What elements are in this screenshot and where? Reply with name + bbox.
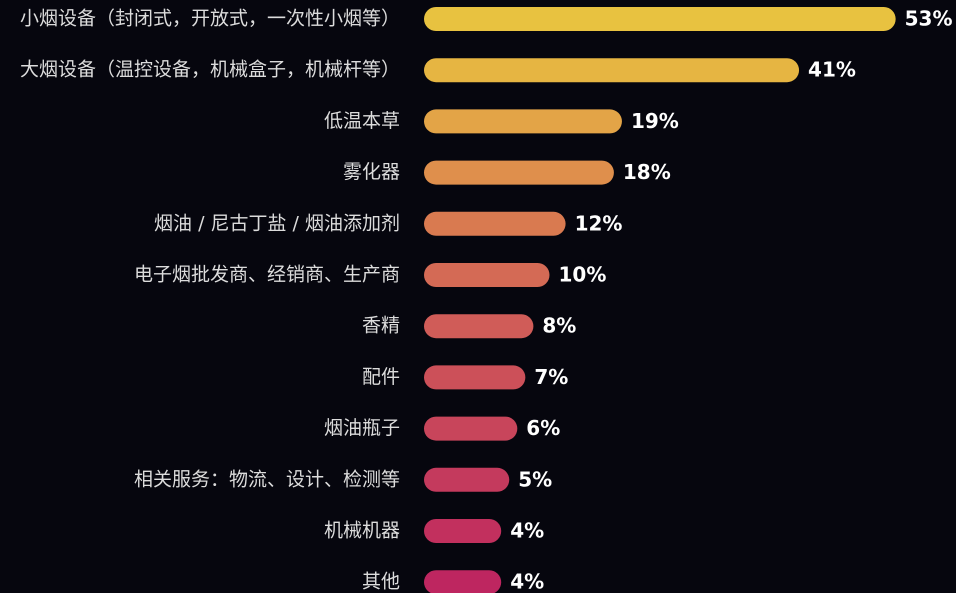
value-label: 53% [905, 7, 953, 31]
bar [424, 467, 510, 492]
value-label: 4% [510, 570, 544, 593]
category-label: 机械机器 [324, 520, 400, 542]
category-label: 雾化器 [343, 161, 400, 183]
bar [424, 263, 550, 287]
value-label: 7% [534, 365, 568, 389]
bar [424, 58, 800, 83]
category-label: 配件 [362, 366, 400, 388]
category-label: 烟油瓶子 [324, 417, 400, 439]
value-label: 10% [559, 263, 607, 287]
bar [424, 7, 896, 31]
bar [424, 570, 502, 593]
category-label: 大烟设备（温控设备，机械盒子，机械杆等） [20, 59, 400, 81]
category-label: 低温本草 [324, 110, 400, 132]
category-label: 小烟设备（封闭式，开放式，一次性小烟等） [20, 8, 400, 30]
value-label: 8% [542, 314, 576, 338]
category-label: 其他 [362, 571, 400, 593]
value-label: 5% [518, 467, 552, 491]
value-label: 19% [631, 109, 679, 133]
bar [424, 365, 526, 390]
value-label: 18% [623, 160, 671, 184]
bar [424, 211, 566, 236]
value-label: 12% [575, 211, 623, 235]
category-label: 烟油 / 尼古丁盐 / 烟油添加剂 [154, 212, 400, 234]
bar [424, 416, 518, 441]
category-label: 香精 [362, 315, 400, 337]
category-label: 相关服务：物流、设计、检测等 [134, 468, 400, 490]
bar [424, 519, 502, 543]
bar [424, 109, 622, 134]
category-label: 电子烟批发商、经销商、生产商 [134, 264, 400, 286]
value-label: 6% [526, 416, 560, 440]
bar [424, 160, 614, 185]
value-label: 41% [808, 58, 856, 82]
bar [424, 314, 534, 339]
value-label: 4% [510, 519, 544, 543]
